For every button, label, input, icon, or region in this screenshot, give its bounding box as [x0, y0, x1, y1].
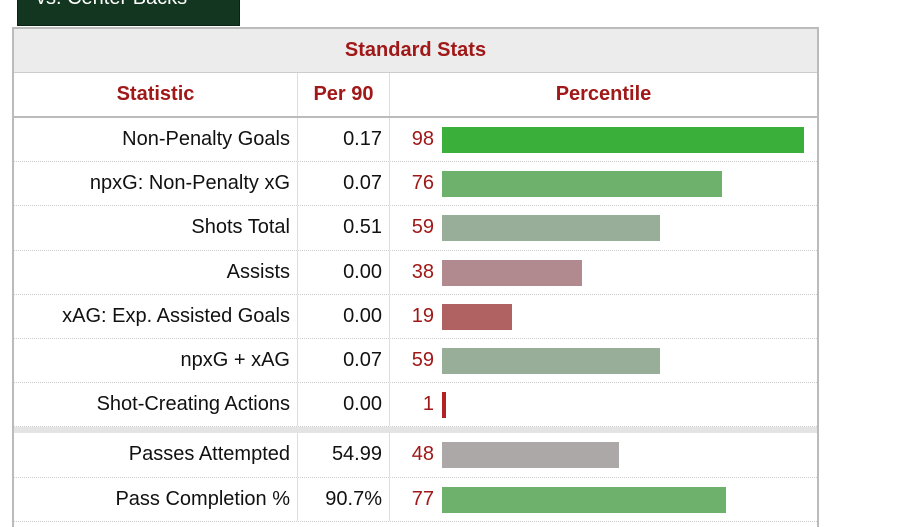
percentile-value: 76	[411, 172, 434, 195]
tab-label: vs. Center Backs	[36, 0, 187, 10]
table: Standard Stats Statistic Per 90 Percenti…	[12, 27, 819, 527]
percentile-value: 77	[411, 487, 434, 510]
statistic-cell: Non-Penalty Goals	[14, 118, 298, 162]
row: npxG + xAG 0.07 59	[14, 339, 817, 384]
row: Non-Penalty Goals 0.17 98	[14, 118, 817, 163]
header-cell: Percentile	[555, 83, 652, 105]
percentile-value: 48	[411, 443, 434, 466]
percentile-bar	[442, 171, 723, 198]
percentile-bar	[442, 486, 727, 513]
per90-cell: 0.00	[298, 294, 390, 338]
statistic-cell: Assists	[14, 250, 298, 294]
per90-cell: 90.7%	[298, 477, 390, 521]
percentile-value: 1	[422, 393, 434, 416]
row: Assists 0.00 38	[14, 250, 817, 295]
row: Shot-Creating Actions 0.00 1	[14, 383, 817, 428]
percentile-bar	[442, 348, 660, 375]
row: xAG: Exp. Assisted Goals 0.00 19	[14, 294, 817, 339]
per90-cell: 0.00	[298, 383, 390, 427]
percentile-value: 19	[411, 304, 434, 327]
row: Shots Total 0.51 59	[14, 206, 817, 251]
per90-cell: 0.17	[298, 118, 390, 162]
header-row: Statistic Per 90 Percentile	[14, 73, 817, 118]
page: vs. Center Backs Standard Stats Statisti…	[12, 0, 819, 527]
percentile-bar	[442, 215, 660, 242]
section-divider	[14, 427, 817, 434]
percentile-bar	[442, 392, 446, 419]
statistic-cell: Shot-Creating Actions	[14, 383, 298, 427]
per90-cell: 0.51	[298, 206, 390, 250]
percentile-value: 59	[411, 216, 434, 239]
statistic-cell: Pass Completion %	[14, 477, 298, 521]
percentile-bar	[442, 127, 804, 154]
tab[interactable]: vs. Center Backs	[17, 0, 240, 26]
row: npxG: Non-Penalty xG 0.07 76	[14, 162, 817, 207]
per90-cell: 0.07	[298, 339, 390, 383]
percentile-value: 59	[411, 349, 434, 372]
percentile-bar	[442, 259, 583, 286]
per90-cell: 0.00	[298, 250, 390, 294]
statistic-cell: Shots Total	[14, 206, 298, 250]
statistic-cell: npxG: Non-Penalty xG	[14, 162, 298, 206]
statistic-cell: npxG + xAG	[14, 339, 298, 383]
statistic-cell: xAG: Exp. Assisted Goals	[14, 294, 298, 338]
percentile-value: 38	[411, 260, 434, 283]
header-cell: Per 90	[298, 73, 390, 116]
statistic-cell: Passes Attempted	[14, 433, 298, 477]
percentile-bar	[442, 442, 620, 469]
per90-cell: 54.99	[298, 433, 390, 477]
percentile-bar	[442, 303, 513, 330]
header-cell: Statistic	[14, 73, 298, 116]
row: Passes Attempted 54.99 48	[14, 433, 817, 478]
percentile-value: 98	[411, 128, 434, 151]
per90-cell: 0.07	[298, 162, 390, 206]
table-title: Standard Stats	[14, 29, 817, 73]
row: Pass Completion % 90.7% 77	[14, 477, 817, 522]
